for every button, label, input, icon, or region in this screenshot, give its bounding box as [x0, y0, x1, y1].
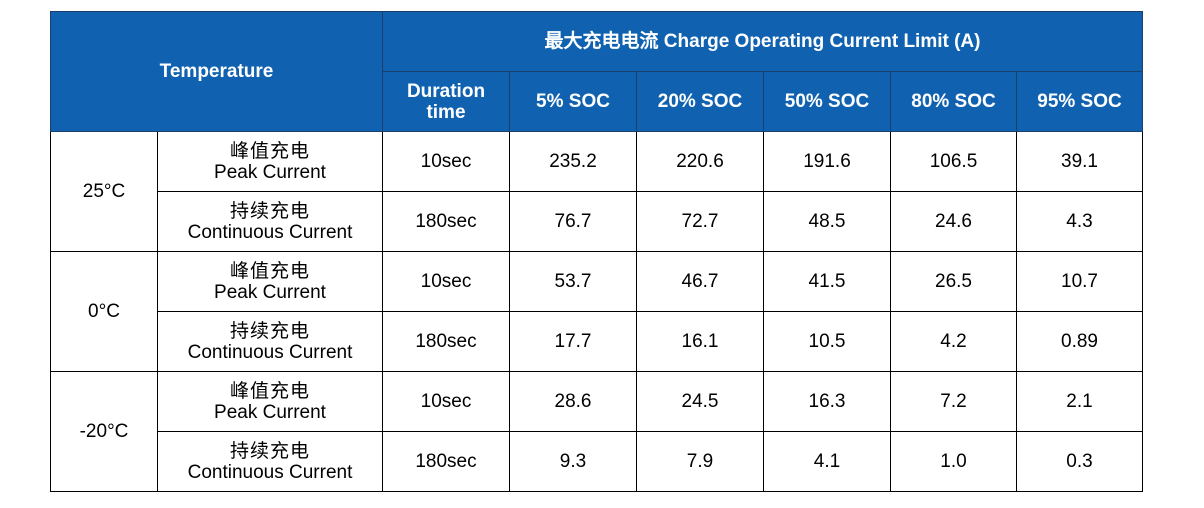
- current-type-cell: 峰值充电 Peak Current: [157, 371, 383, 432]
- current-type-en: Peak Current: [214, 281, 326, 303]
- temperature-header: Temperature: [50, 11, 383, 132]
- value-cell: 235.2: [509, 131, 637, 192]
- duration-header: Duration time: [382, 71, 510, 132]
- value-cell: 4.1: [763, 431, 891, 492]
- value-cell: 17.7: [509, 311, 637, 372]
- value-cell: 46.7: [636, 251, 764, 312]
- current-type-cn: 持续充电: [229, 200, 310, 222]
- duration-cell: 180sec: [382, 431, 510, 492]
- temperature-cell: -20°C: [50, 371, 158, 492]
- value-cell: 0.89: [1016, 311, 1143, 372]
- value-cell: 39.1: [1016, 131, 1143, 192]
- temperature-cell: 0°C: [50, 251, 158, 372]
- soc-header-50: 50% SOC: [763, 71, 891, 132]
- value-cell: 10.7: [1016, 251, 1143, 312]
- value-cell: 106.5: [890, 131, 1017, 192]
- table-row: -20°C 峰值充电 Peak Current 10sec 28.6 24.5 …: [50, 371, 1143, 492]
- soc-header-5: 5% SOC: [509, 71, 637, 132]
- current-type-cell: 持续充电 Continuous Current: [157, 431, 383, 492]
- soc-header-95: 95% SOC: [1016, 71, 1143, 132]
- duration-header-line1: Duration: [406, 80, 486, 102]
- value-cell: 7.9: [636, 431, 764, 492]
- limit-title-header: 最大充电电流 Charge Operating Current Limit (A…: [382, 11, 1143, 72]
- table-row: 持续充电 Continuous Current 180sec 76.7 72.7…: [51, 191, 1143, 252]
- current-type-cell: 峰值充电 Peak Current: [157, 131, 383, 192]
- charge-current-table: Temperature 最大充电电流 Charge Operating Curr…: [50, 11, 1143, 492]
- value-cell: 7.2: [890, 371, 1017, 432]
- duration-header-line2: time: [426, 101, 466, 123]
- value-cell: 191.6: [763, 131, 891, 192]
- table-row: 25°C 峰值充电 Peak Current 10sec 235.2 220.6…: [50, 131, 1143, 252]
- current-type-cn: 持续充电: [229, 440, 310, 462]
- table-row: 持续充电 Continuous Current 180sec 9.3 7.9 4…: [51, 431, 1143, 492]
- current-type-cell: 持续充电 Continuous Current: [157, 311, 383, 372]
- duration-cell: 180sec: [382, 191, 510, 252]
- value-cell: 41.5: [763, 251, 891, 312]
- value-cell: 0.3: [1016, 431, 1143, 492]
- value-cell: 24.6: [890, 191, 1017, 252]
- value-cell: 2.1: [1016, 371, 1143, 432]
- value-cell: 4.3: [1016, 191, 1143, 252]
- value-cell: 76.7: [509, 191, 637, 252]
- duration-cell: 180sec: [382, 311, 510, 372]
- value-cell: 28.6: [509, 371, 637, 432]
- value-cell: 26.5: [890, 251, 1017, 312]
- current-type-en: Continuous Current: [187, 221, 353, 243]
- soc-header-80: 80% SOC: [890, 71, 1017, 132]
- table-row: 0°C 峰值充电 Peak Current 10sec 53.7 46.7 41…: [50, 251, 1143, 372]
- temperature-cell: 25°C: [50, 131, 158, 252]
- soc-header-20: 20% SOC: [636, 71, 764, 132]
- current-type-cn: 峰值充电: [229, 260, 310, 282]
- value-cell: 53.7: [509, 251, 637, 312]
- duration-cell: 10sec: [382, 251, 510, 312]
- current-type-cn: 峰值充电: [229, 140, 310, 162]
- value-cell: 16.3: [763, 371, 891, 432]
- current-type-cn: 峰值充电: [229, 380, 310, 402]
- value-cell: 220.6: [636, 131, 764, 192]
- current-type-en: Continuous Current: [187, 341, 353, 363]
- duration-cell: 10sec: [382, 371, 510, 432]
- current-type-cell: 峰值充电 Peak Current: [157, 251, 383, 312]
- value-cell: 10.5: [763, 311, 891, 372]
- value-cell: 16.1: [636, 311, 764, 372]
- value-cell: 72.7: [636, 191, 764, 252]
- current-type-en: Peak Current: [214, 401, 326, 423]
- value-cell: 1.0: [890, 431, 1017, 492]
- table-row: 持续充电 Continuous Current 180sec 17.7 16.1…: [51, 311, 1143, 372]
- current-type-cn: 持续充电: [229, 320, 310, 342]
- duration-cell: 10sec: [382, 131, 510, 192]
- value-cell: 9.3: [509, 431, 637, 492]
- value-cell: 48.5: [763, 191, 891, 252]
- current-type-cell: 持续充电 Continuous Current: [157, 191, 383, 252]
- value-cell: 4.2: [890, 311, 1017, 372]
- current-type-en: Peak Current: [214, 161, 326, 183]
- value-cell: 24.5: [636, 371, 764, 432]
- current-type-en: Continuous Current: [187, 461, 353, 483]
